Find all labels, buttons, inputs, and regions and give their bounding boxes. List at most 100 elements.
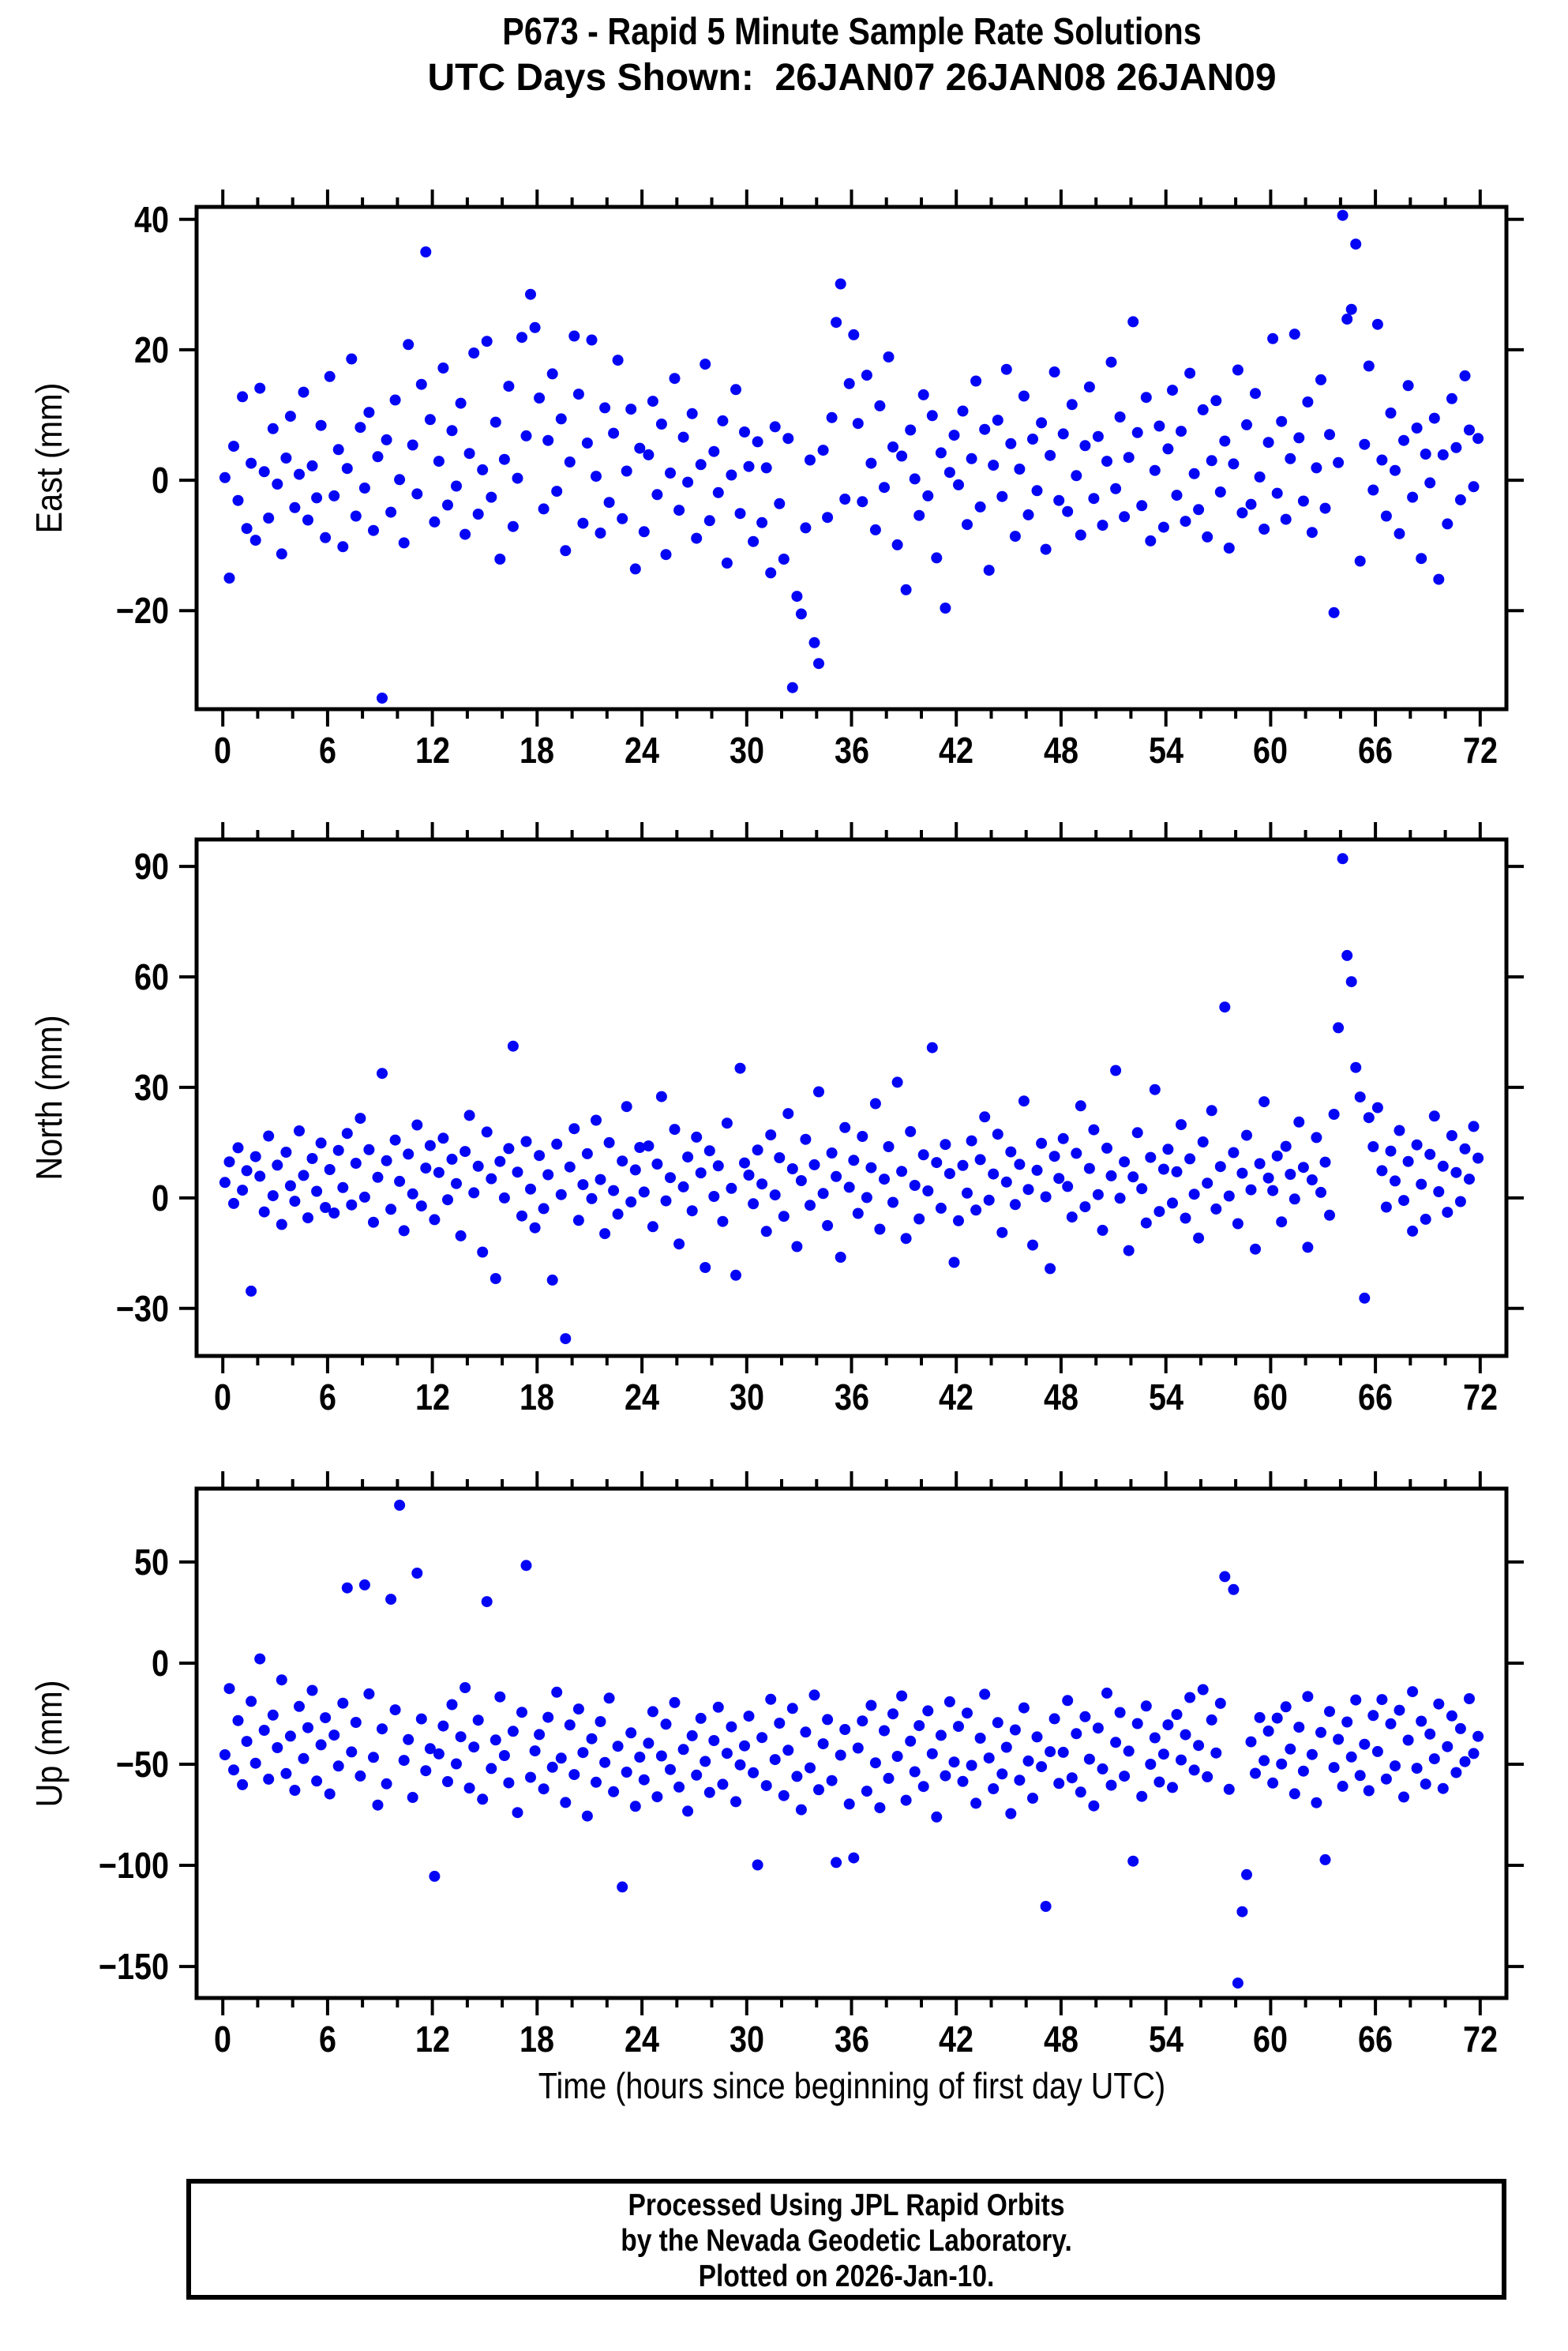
data-point: [905, 424, 917, 436]
plot-svg: [179, 190, 1524, 727]
data-point: [429, 1214, 441, 1226]
data-point: [1306, 527, 1318, 539]
data-point: [996, 1226, 1008, 1238]
data-point: [962, 519, 973, 531]
data-point: [651, 1159, 663, 1170]
data-point: [1206, 1105, 1217, 1117]
data-point: [1171, 1166, 1183, 1177]
data-point: [1105, 1779, 1117, 1791]
data-point: [433, 456, 445, 468]
x-tick-label: 60: [1252, 730, 1288, 771]
data-point: [346, 353, 358, 365]
data-point: [1324, 429, 1335, 441]
data-point: [1176, 1754, 1187, 1766]
data-point: [752, 1144, 763, 1156]
data-point: [1031, 1731, 1043, 1743]
data-point: [1014, 1775, 1026, 1786]
data-point: [337, 1181, 349, 1193]
data-point: [1092, 1722, 1104, 1734]
data-point: [1293, 1116, 1305, 1128]
data-point: [1210, 395, 1222, 407]
data-point: [712, 486, 724, 498]
data-point: [1363, 1112, 1375, 1124]
y-axis-title-up: Up (mm): [28, 1680, 69, 1807]
data-point: [1066, 1211, 1078, 1223]
data-point: [1127, 1855, 1139, 1867]
x-tick-label: 54: [1148, 730, 1184, 771]
data-point: [394, 474, 406, 486]
data-point: [1280, 1701, 1292, 1713]
data-point: [1157, 1748, 1169, 1760]
data-point: [1433, 1698, 1445, 1710]
data-point: [442, 499, 453, 511]
data-point: [525, 1771, 536, 1783]
data-points: [219, 1500, 1484, 1989]
data-point: [437, 362, 449, 374]
data-point: [1407, 491, 1419, 503]
data-point: [865, 1162, 877, 1174]
data-point: [219, 1177, 231, 1189]
data-point: [302, 1212, 313, 1224]
data-point: [1232, 1218, 1244, 1230]
data-point: [546, 368, 558, 380]
data-point: [472, 1714, 484, 1726]
data-point: [1066, 1772, 1078, 1784]
data-point: [808, 637, 820, 648]
data-point: [857, 496, 868, 508]
data-point: [455, 397, 467, 409]
data-point: [1450, 1767, 1462, 1778]
data-point: [477, 1246, 489, 1258]
data-point: [1202, 531, 1214, 543]
y-axis-title-north: North (mm): [28, 1015, 69, 1181]
data-point: [1380, 1773, 1392, 1785]
data-point: [267, 1709, 279, 1721]
data-point: [926, 410, 938, 422]
data-point: [1140, 1700, 1152, 1712]
data-point: [1219, 435, 1231, 447]
data-point: [861, 1786, 872, 1797]
data-point: [468, 1187, 480, 1199]
data-point: [451, 480, 462, 492]
data-point: [634, 442, 646, 454]
y-tick-label: −150: [98, 1946, 169, 1987]
data-point: [1136, 1183, 1148, 1195]
data-point: [1105, 356, 1117, 368]
data-point: [1018, 1095, 1030, 1107]
data-point: [315, 1739, 327, 1751]
data-point: [665, 1763, 676, 1775]
data-point: [324, 1788, 336, 1800]
data-point: [643, 1737, 655, 1749]
data-point: [1333, 1022, 1345, 1034]
data-point: [1297, 1162, 1309, 1174]
data-point: [1223, 543, 1235, 554]
data-point: [756, 1178, 768, 1190]
data-point: [328, 490, 340, 501]
data-point: [481, 1126, 493, 1138]
data-point: [839, 1121, 851, 1133]
data-point: [913, 509, 925, 521]
data-point: [769, 1754, 781, 1766]
data-point: [891, 539, 903, 550]
data-point: [512, 1807, 523, 1819]
data-point: [328, 1729, 340, 1741]
data-point: [703, 1145, 715, 1157]
data-point: [1285, 1743, 1296, 1755]
data-point: [249, 1757, 261, 1769]
data-point: [782, 433, 794, 445]
data-point: [1468, 1748, 1480, 1759]
data-point: [320, 531, 332, 543]
data-point: [1062, 505, 1074, 517]
data-point: [358, 483, 370, 494]
data-point: [608, 1185, 620, 1196]
data-point: [581, 1147, 593, 1159]
data-point: [677, 1744, 689, 1756]
data-point: [953, 1721, 964, 1733]
data-point: [595, 528, 606, 539]
data-point: [1236, 507, 1248, 519]
data-point: [1197, 1136, 1209, 1147]
data-point: [822, 1714, 834, 1726]
data-point: [778, 1790, 790, 1801]
data-point: [411, 1568, 423, 1579]
data-point: [358, 1191, 370, 1203]
